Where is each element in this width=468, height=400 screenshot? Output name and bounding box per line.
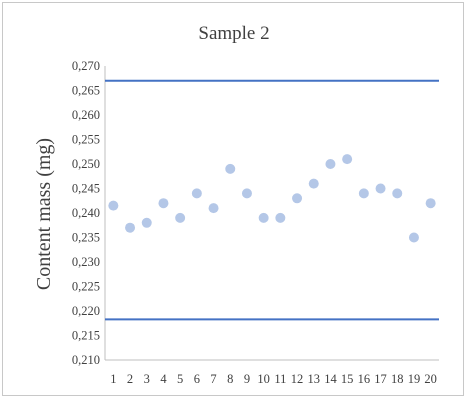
chart-title: Sample 2 — [198, 23, 269, 44]
data-point — [425, 198, 436, 209]
x-tick-label: 12 — [291, 372, 304, 386]
tick-labels: 0,210 0,215 0,220 0,225 0,230 0,235 0,240 0,245… — [72, 59, 437, 386]
data-point — [125, 222, 136, 233]
data-point — [241, 188, 252, 199]
data-point — [308, 178, 319, 189]
y-tick-label: 0,245 — [72, 182, 100, 196]
axes — [104, 66, 439, 361]
chart-area: Sample 2 Content mass (mg) 0,210 0,215 0,2… — [2, 2, 464, 396]
x-tick-label: 20 — [424, 372, 437, 386]
data-point — [175, 212, 186, 223]
y-tick-label: 0,270 — [72, 59, 100, 73]
y-tick-label: 0,240 — [72, 206, 100, 220]
data-point — [225, 163, 236, 174]
data-point — [408, 232, 419, 243]
x-tick-label: 4 — [160, 372, 167, 386]
x-tick-label: 8 — [227, 372, 233, 386]
x-tick-label: 14 — [324, 372, 337, 386]
y-tick-label: 0,225 — [72, 280, 100, 294]
data-point — [358, 188, 369, 199]
y-axis-title: Content mass (mg) — [33, 138, 55, 290]
y-tick-label: 0,220 — [72, 304, 100, 318]
data-point — [342, 154, 353, 165]
data-point — [275, 212, 286, 223]
data-point — [258, 212, 269, 223]
data-points — [108, 154, 436, 243]
data-point — [141, 217, 152, 228]
x-tick-label: 13 — [308, 372, 321, 386]
y-tick-label: 0,265 — [72, 84, 100, 98]
x-tick-label: 17 — [374, 372, 387, 386]
x-tick-label: 6 — [194, 372, 200, 386]
x-tick-label: 19 — [408, 372, 421, 386]
data-point — [325, 159, 336, 169]
x-tick-label: 15 — [341, 372, 354, 386]
y-tick-label: 0,235 — [72, 231, 100, 245]
x-tick-label: 2 — [127, 372, 133, 386]
x-tick-label: 11 — [274, 372, 286, 386]
data-point — [108, 200, 119, 211]
data-point — [158, 198, 169, 209]
data-point — [392, 188, 403, 199]
y-tick-label: 0,210 — [72, 353, 100, 367]
x-tick-label: 10 — [257, 372, 270, 386]
x-tick-label: 1 — [110, 372, 116, 386]
y-tick-label: 0,230 — [72, 255, 100, 269]
x-tick-label: 16 — [358, 372, 371, 386]
data-point — [208, 203, 219, 214]
scatter-chart: Sample 2 Content mass (mg) 0,2100,2150,2… — [33, 23, 439, 386]
x-tick-label: 3 — [144, 372, 150, 386]
data-point — [292, 193, 303, 204]
x-tick-label: 18 — [391, 372, 404, 386]
x-tick-label: 7 — [210, 372, 216, 386]
data-point — [191, 188, 202, 199]
x-tick-label: 5 — [177, 372, 183, 386]
y-tick-label: 0,215 — [72, 329, 100, 343]
y-tick-label: 0,250 — [72, 157, 100, 171]
x-tick-label: 9 — [244, 372, 250, 386]
data-point — [375, 183, 386, 194]
reference-lines — [105, 79, 439, 321]
y-tick-label: 0,260 — [72, 108, 100, 122]
y-tick-label: 0,255 — [72, 133, 100, 147]
